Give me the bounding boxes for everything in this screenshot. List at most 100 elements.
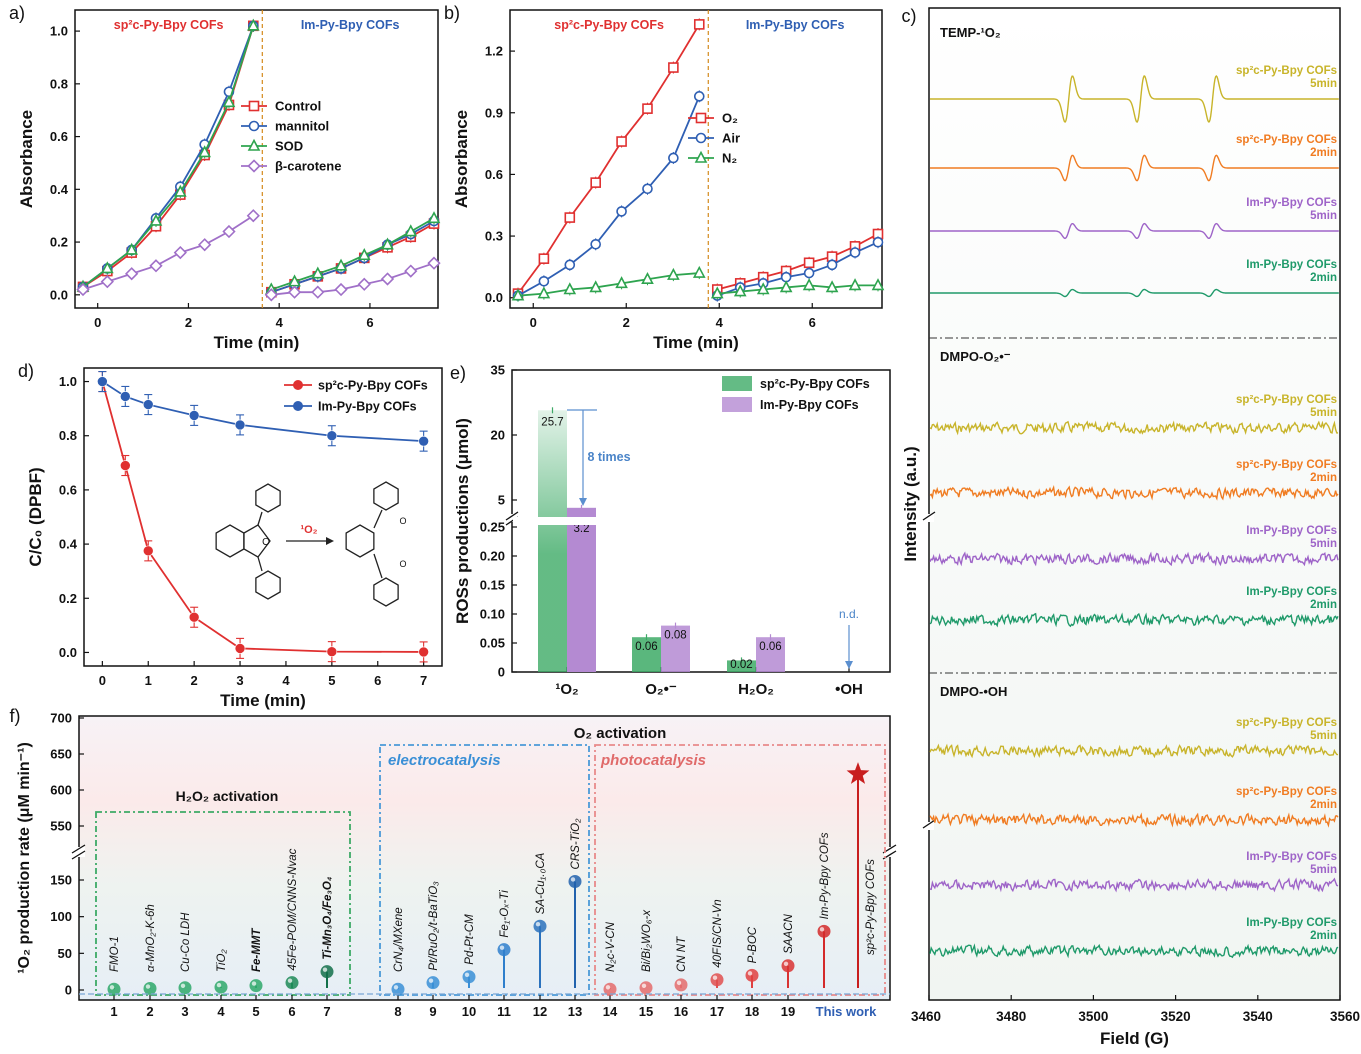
trace-time: 5min bbox=[1310, 78, 1337, 90]
data-point bbox=[564, 212, 576, 223]
x-tick-label: 13 bbox=[568, 1004, 582, 1019]
data-point bbox=[802, 278, 816, 291]
point-highlight bbox=[145, 984, 151, 989]
data-point bbox=[326, 646, 338, 657]
point-highlight bbox=[393, 985, 399, 990]
point-label: P-BOC bbox=[747, 926, 759, 963]
data-point bbox=[404, 224, 418, 237]
legend-marker bbox=[695, 112, 707, 124]
legend-marker bbox=[248, 100, 260, 112]
point-highlight bbox=[819, 927, 825, 932]
data-point bbox=[641, 272, 654, 285]
panel-letter: b) bbox=[444, 3, 460, 23]
point-label: sp²c-Py-Bpy COFs bbox=[865, 859, 877, 955]
data-point bbox=[101, 261, 114, 274]
series-line bbox=[517, 95, 701, 297]
spectrum-trace bbox=[929, 485, 1339, 501]
x-tick-label: 2 bbox=[185, 315, 192, 330]
legend-label: O₂ bbox=[722, 111, 738, 126]
data-point bbox=[287, 285, 302, 299]
group-label: electrocatalysis bbox=[388, 752, 501, 769]
atom-label: O bbox=[262, 537, 270, 548]
data-point bbox=[120, 391, 131, 402]
trace-label: Im-Py-Bpy COFs bbox=[1246, 197, 1337, 209]
x-tick-label: 8 bbox=[394, 1004, 401, 1019]
legend-marker bbox=[247, 159, 261, 173]
nd-label: n.d. bbox=[839, 607, 859, 621]
region-label: Im-Py-Bpy COFs bbox=[301, 18, 400, 32]
trace-label: Im-Py-Bpy COFs bbox=[1246, 851, 1337, 863]
data-point bbox=[710, 286, 724, 299]
atom-label: O bbox=[399, 516, 406, 526]
x-tick-label: 2 bbox=[146, 1004, 153, 1019]
y-tick-label: 1.0 bbox=[59, 374, 77, 389]
point-label: Cu-Co LDH bbox=[180, 912, 192, 972]
legend-label: SOD bbox=[275, 139, 303, 154]
arrowhead bbox=[845, 661, 853, 669]
x-tick-label: 1 bbox=[110, 1004, 117, 1019]
data-point bbox=[326, 430, 338, 442]
data-point bbox=[693, 91, 705, 102]
y-tick-label: 0.10 bbox=[480, 607, 505, 622]
reaction-condition: ¹O₂ bbox=[300, 524, 317, 536]
x-tick-label: 3460 bbox=[911, 1009, 941, 1024]
x-tick-label: •OH bbox=[835, 681, 863, 698]
legend-label: β-carotene bbox=[275, 159, 341, 174]
x-tick-label: 3560 bbox=[1330, 1009, 1360, 1024]
legend-label: Im-Py-Bpy COFs bbox=[760, 398, 859, 412]
point-label: SAACN bbox=[783, 913, 795, 953]
group-box-h2o2 bbox=[95, 811, 351, 996]
series-line bbox=[101, 381, 424, 653]
axis-break bbox=[71, 850, 86, 860]
x-tick-label: 5 bbox=[252, 1004, 259, 1019]
data-point bbox=[639, 981, 653, 995]
y-tick-label: 550 bbox=[50, 819, 72, 834]
data-point bbox=[311, 266, 325, 279]
data-point bbox=[668, 152, 679, 164]
group-label: H₂O₂ activation bbox=[176, 788, 279, 804]
data-point bbox=[418, 435, 429, 447]
trace-label: sp²c-Py-Bpy COFs bbox=[1236, 134, 1337, 146]
point-label: N₂c-V-CN bbox=[605, 921, 617, 972]
axes-frame bbox=[509, 9, 883, 309]
legend-swatch bbox=[722, 397, 752, 412]
panel-letter: c) bbox=[902, 6, 917, 26]
data-point bbox=[173, 184, 187, 197]
data-point bbox=[692, 265, 706, 278]
y-tick-label: 0.0 bbox=[59, 645, 77, 660]
y-tick-label: 600 bbox=[50, 783, 72, 798]
legend-label: mannitol bbox=[275, 119, 329, 134]
data-point bbox=[142, 399, 154, 410]
point-label: Pt/RuO₂/t-BaTiO₃ bbox=[428, 881, 440, 971]
axis-break bbox=[922, 511, 936, 521]
y-axis-title: ¹O₂ production rate (μM min⁻¹) bbox=[16, 742, 33, 974]
legend: O₂ Air N₂ bbox=[688, 111, 740, 166]
spectrum-trace bbox=[929, 420, 1338, 436]
point-highlight bbox=[535, 922, 541, 927]
x-tick-label: 3520 bbox=[1161, 1009, 1191, 1024]
y-tick-label: 0.20 bbox=[480, 549, 505, 564]
point-highlight bbox=[712, 975, 718, 980]
data-point bbox=[234, 419, 246, 431]
data-point bbox=[357, 248, 371, 261]
data-point bbox=[143, 982, 157, 996]
spectrum-trace bbox=[929, 943, 1339, 959]
point-highlight bbox=[287, 978, 293, 983]
region-label: sp²c-Py-Bpy COFs bbox=[114, 18, 224, 32]
data-point bbox=[710, 973, 724, 987]
data-point bbox=[188, 611, 200, 623]
point-label: CRS-TiO₂ bbox=[570, 818, 582, 870]
point-label: 40FIS/CN-Vn bbox=[712, 899, 724, 967]
data-point bbox=[334, 282, 348, 297]
legend-label: Control bbox=[275, 99, 321, 114]
legend-label: sp²c-Py-Bpy COFs bbox=[760, 377, 870, 391]
data-point bbox=[803, 257, 815, 269]
annotation-text: 8 times bbox=[587, 450, 630, 464]
axes-frame bbox=[928, 7, 1341, 1001]
region-label: Im-Py-Bpy COFs bbox=[746, 18, 845, 32]
y-tick-label: 150 bbox=[50, 873, 72, 888]
data-point bbox=[334, 258, 348, 271]
point-highlight bbox=[783, 961, 789, 966]
panel-d: 0 1 2 3 4 5 6 7 0.0 0.2 0.4 0.6 0.8 1.0 Time (min) C/C₀… bbox=[18, 361, 443, 710]
x-tick-label: 3500 bbox=[1078, 1009, 1108, 1024]
